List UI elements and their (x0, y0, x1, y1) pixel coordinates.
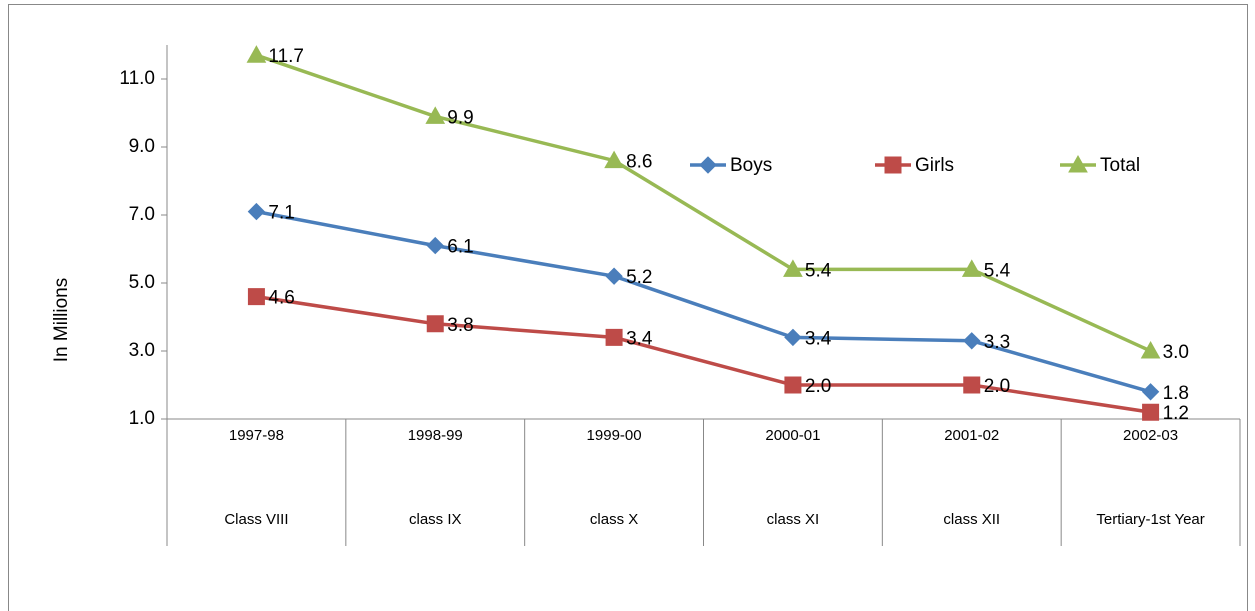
data-label: 7.1 (268, 203, 294, 224)
marker (784, 376, 802, 394)
series-line (256, 294, 1151, 414)
x-tick-label: 1998-99 (408, 427, 463, 444)
legend-label: Boys (730, 155, 772, 176)
series-line (255, 53, 1152, 353)
data-label: 3.4 (805, 328, 832, 349)
data-label: 2.0 (805, 376, 831, 397)
data-label: 3.3 (984, 332, 1010, 353)
data-label: 4.6 (268, 288, 294, 309)
chart-frame (8, 4, 1248, 611)
x-group-label: Class VIII (224, 511, 288, 528)
data-label: 1.2 (1163, 403, 1189, 424)
data-label: 6.1 (447, 237, 473, 258)
marker (247, 202, 266, 221)
legend-label: Girls (915, 155, 954, 176)
marker (1140, 340, 1161, 359)
x-group-label: class XII (943, 511, 1000, 528)
marker (604, 150, 624, 169)
x-group-label: class X (590, 511, 638, 528)
marker (1141, 383, 1160, 401)
x-tick-label: 1999-00 (587, 427, 642, 444)
data-label: 2.0 (984, 376, 1010, 397)
marker (963, 332, 981, 350)
marker (1068, 154, 1088, 173)
data-label: 3.4 (626, 328, 653, 349)
x-tick-label: 2001-02 (944, 427, 999, 444)
marker (605, 328, 623, 346)
marker (425, 106, 446, 124)
data-label: 5.4 (805, 260, 832, 281)
marker (783, 259, 803, 277)
legend-label: Total (1100, 155, 1140, 176)
marker (1142, 403, 1160, 421)
data-label: 3.0 (1163, 342, 1189, 363)
x-group-label: Tertiary-1st Year (1096, 511, 1204, 528)
series-line (256, 209, 1152, 394)
data-label: 5.4 (984, 260, 1011, 281)
y-tick-label: 7.0 (129, 204, 155, 225)
data-label: 9.9 (447, 107, 473, 128)
data-label: 11.7 (268, 46, 304, 67)
y-tick-label: 3.0 (129, 340, 155, 361)
marker (426, 236, 444, 255)
marker (247, 288, 265, 306)
y-tick-label: 9.0 (129, 136, 155, 157)
marker (246, 45, 267, 63)
y-tick-label: 5.0 (129, 272, 155, 293)
data-label: 8.6 (626, 152, 652, 173)
marker (961, 259, 982, 277)
marker (884, 156, 902, 174)
x-group-label: class IX (409, 511, 462, 528)
marker (963, 376, 981, 394)
x-tick-label: 2002-03 (1123, 427, 1178, 444)
marker (426, 315, 444, 333)
y-tick-label: 11.0 (119, 68, 155, 89)
x-tick-label: 1997-98 (229, 427, 284, 444)
data-label: 1.8 (1163, 383, 1189, 404)
marker (605, 267, 623, 285)
data-label: 5.2 (626, 267, 652, 288)
x-group-label: class XI (767, 511, 820, 528)
x-tick-label: 2000-01 (765, 427, 820, 444)
y-axis-title: In Millions (51, 278, 72, 362)
data-label: 3.8 (447, 315, 473, 336)
y-tick-label: 1.0 (129, 408, 155, 429)
marker (699, 156, 717, 174)
marker (784, 328, 802, 347)
